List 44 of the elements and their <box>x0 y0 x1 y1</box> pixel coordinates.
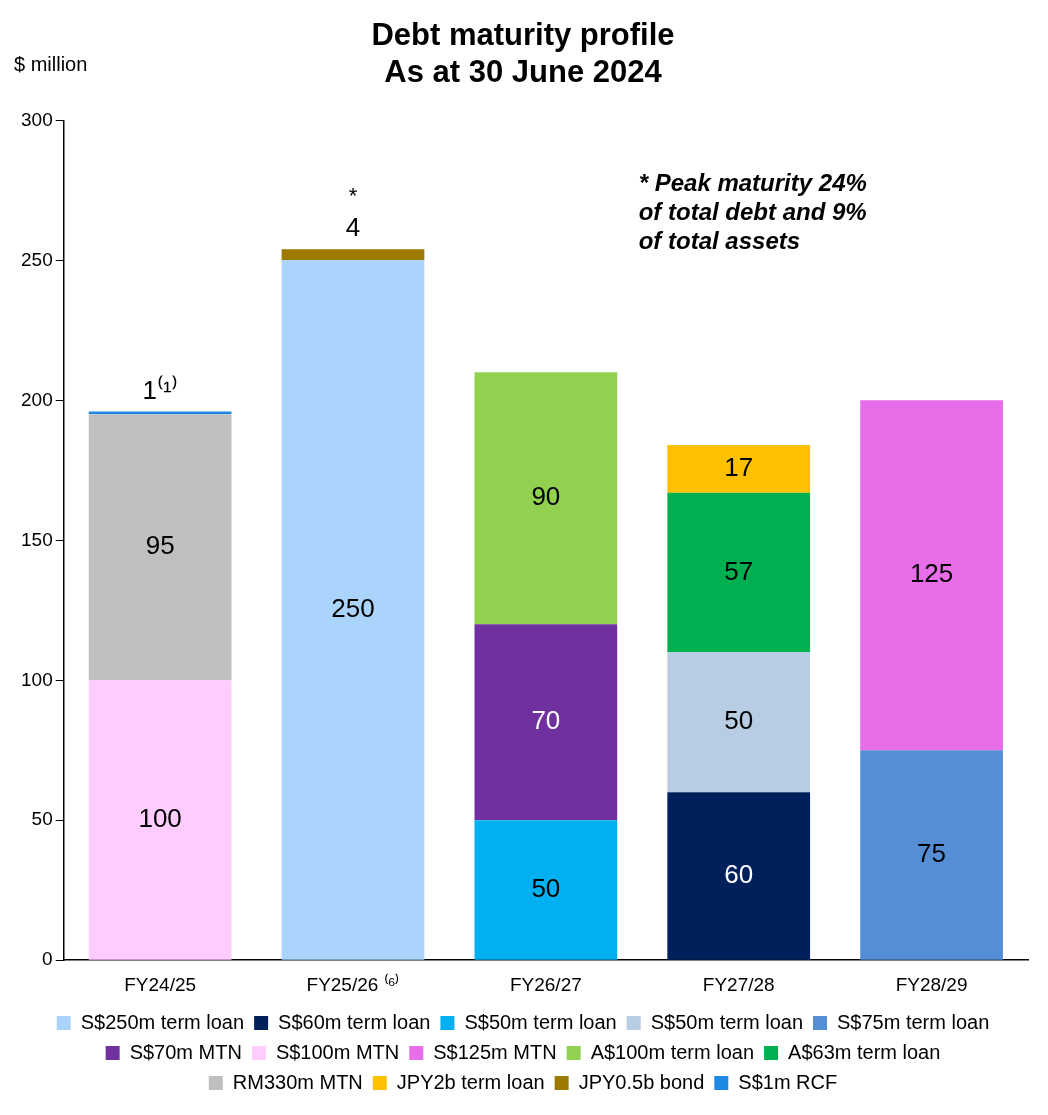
x-tick-label: FY24/25 <box>124 973 197 995</box>
y-tick-label: 150 <box>21 528 53 550</box>
data-label: 50 <box>724 705 754 736</box>
legend-label: S$50m term loan <box>464 1010 617 1033</box>
data-label: 75 <box>917 838 947 869</box>
y-tick-label: 0 <box>42 948 53 970</box>
legend-label: S$100m MTN <box>275 1040 400 1063</box>
legend-label: S$125m MTN <box>433 1040 557 1063</box>
data-label: 125 <box>909 558 954 589</box>
legend-label: JPY2b term loan <box>396 1070 545 1093</box>
data-label: 57 <box>724 555 754 586</box>
data-label: 250 <box>331 593 375 624</box>
chart-title: Debt maturity profile As at 30 June 2024 <box>371 17 675 90</box>
legend-label: S$70m MTN <box>129 1040 242 1063</box>
y-tick-label: 300 <box>21 108 53 130</box>
annotation: * <box>348 183 358 209</box>
legend-label: JPY0.5b bond <box>578 1070 705 1093</box>
data-label: 90 <box>531 481 561 512</box>
data-label: 17 <box>724 452 754 483</box>
annotation: * Peak maturity 24% of total debt and 9% of total assets <box>638 169 867 255</box>
legend-label: S$60m term loan <box>278 1010 431 1033</box>
y-tick-label: 200 <box>21 388 53 410</box>
data-label: 70 <box>531 705 561 736</box>
legend-label: S$50m term loan <box>650 1010 804 1033</box>
x-tick-label: FY25/26 ⁽⁶⁾ <box>306 972 400 995</box>
data-label: 100 <box>138 803 182 834</box>
data-label: 1⁽¹⁾ <box>142 374 178 405</box>
data-label: 95 <box>145 530 175 561</box>
legend-label: S$1m RCF <box>738 1070 838 1093</box>
legend-label: S$250m term loan <box>80 1010 245 1033</box>
x-tick-label: FY28/29 <box>895 973 968 995</box>
y-tick-label: 100 <box>21 668 53 690</box>
legend-label: S$75m term loan <box>837 1010 990 1033</box>
legend-label: RM330m MTN <box>232 1070 363 1093</box>
data-label: 60 <box>724 859 754 890</box>
x-tick-label: FY26/27 <box>509 973 582 995</box>
y-tick-label: 250 <box>21 248 53 270</box>
y-axis-title: $ million <box>14 52 88 75</box>
y-tick-label: 50 <box>31 808 53 830</box>
legend-label: A$100m term loan <box>590 1040 755 1063</box>
data-label: 4 <box>345 212 361 243</box>
x-tick-label: FY27/28 <box>702 973 775 995</box>
legend-label: A$63m term loan <box>788 1040 941 1063</box>
data-label: 50 <box>531 873 561 904</box>
